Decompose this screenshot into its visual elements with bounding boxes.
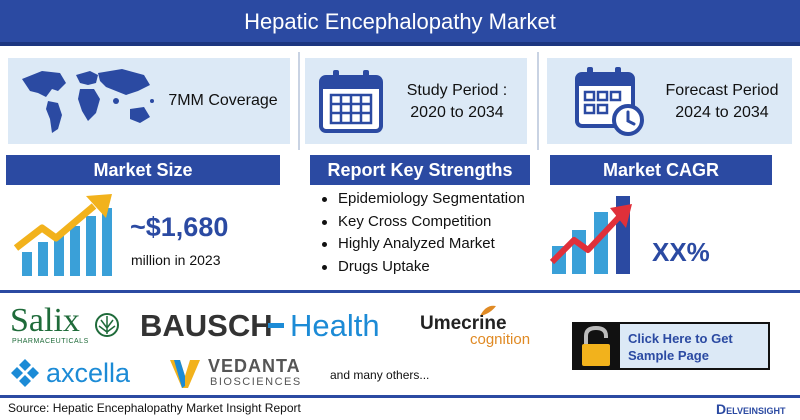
delveinsight-logo-d: D — [716, 401, 727, 417]
salix-logo: Salix PHARMACEUTICALS — [10, 304, 120, 346]
market-size-unit: million in 2023 — [131, 252, 221, 268]
list-item: Highly Analyzed Market — [316, 233, 544, 256]
umecrine-logo-text: Umecrine — [420, 313, 507, 334]
forecast-period-line2: 2024 to 2034 — [675, 104, 769, 121]
many-others-text: and many others... — [330, 368, 430, 382]
calendar-clock-icon — [575, 67, 644, 136]
study-period-card: Study Period : 2020 to 2034 — [305, 58, 527, 144]
market-cagr-title: Market CAGR — [550, 155, 772, 185]
salix-subtext: PHARMACEUTICALS — [12, 338, 89, 345]
world-map-icon — [22, 69, 154, 133]
forecast-period-card: Forecast Period 2024 to 2034 — [547, 58, 792, 144]
vedanta-v-icon — [170, 360, 200, 388]
growth-chart-icon — [13, 194, 112, 276]
vedanta-logo: VEDANTA BIOSCIENCES — [168, 354, 318, 392]
top-divider-right — [537, 52, 539, 150]
sample-page-button[interactable]: Click Here to Get Sample Page — [572, 322, 770, 370]
key-strengths-list: Epidemiology Segmentation Key Cross Comp… — [316, 188, 544, 278]
key-strengths-title: Report Key Strengths — [310, 155, 530, 185]
calendar-icon — [319, 70, 383, 133]
delveinsight-logo: DELVEINSIGHT — [716, 401, 785, 417]
biosciences-logo-text: BIOSCIENCES — [210, 376, 302, 388]
vedanta-logo-text: VEDANTA — [208, 356, 301, 376]
cognition-logo-text: cognition — [470, 331, 531, 348]
lock-icon — [582, 325, 610, 366]
market-cagr-value: XX% — [652, 237, 710, 267]
delveinsight-logo-text: ELVEINSIGHT — [726, 406, 786, 416]
study-period-line2: 2020 to 2034 — [410, 104, 504, 121]
bausch-health-logo: BAUSCH Health — [140, 308, 405, 344]
axcella-logo: axcella — [10, 356, 160, 390]
page-title: Hepatic Encephalopathy Market — [244, 9, 556, 34]
list-item: Key Cross Competition — [316, 211, 544, 234]
coverage-label: 7MM Coverage — [168, 92, 278, 109]
bausch-plus-icon — [268, 323, 284, 328]
header-bar: Hepatic Encephalopathy Market — [0, 0, 800, 46]
market-size-title: Market Size — [6, 155, 280, 185]
source-text: Source: Hepatic Encephalopathy Market In… — [8, 401, 301, 415]
forecast-period-line1: Forecast Period — [665, 82, 779, 99]
coverage-card: 7MM Coverage — [8, 58, 290, 144]
salix-leaf-icon — [95, 313, 119, 337]
bausch-logo-text: BAUSCH — [140, 308, 273, 343]
rising-bars-icon — [549, 196, 632, 274]
lock-icon-box — [572, 322, 620, 370]
axcella-logo-text: axcella — [46, 358, 131, 388]
health-logo-text: Health — [290, 308, 380, 343]
market-size-value: ~$1,680 — [130, 212, 229, 242]
study-period-line1: Study Period : — [406, 82, 508, 99]
sample-page-label: Click Here to Get Sample Page — [628, 331, 733, 363]
list-item: Drugs Uptake — [316, 256, 544, 279]
salix-logo-text: Salix — [10, 302, 80, 339]
top-divider-left — [298, 52, 300, 150]
footer-bar: Source: Hepatic Encephalopathy Market In… — [0, 398, 800, 420]
list-item: Epidemiology Segmentation — [316, 188, 544, 211]
umecrine-leaf-icon — [480, 305, 496, 316]
umecrine-logo: Umecrine cognition — [420, 304, 550, 350]
axcella-mark-icon — [11, 359, 39, 387]
